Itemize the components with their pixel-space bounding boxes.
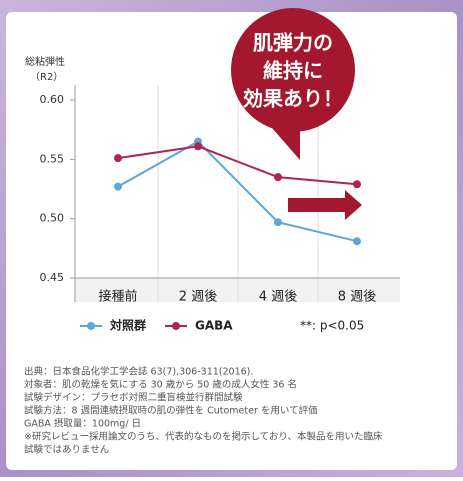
footnote: 対象者：肌の乾燥を気にする 30 歳から 50 歳の成人女性 36 名 — [24, 379, 297, 391]
y-tick-label: 0.45 — [40, 271, 65, 284]
footnote: 試験デザイン：プラセボ対照二重盲検並行群間試験 — [24, 392, 243, 404]
y-tick-label: 0.55 — [40, 152, 65, 165]
series-line — [117, 145, 358, 186]
significance-note: **: p<0.05 — [300, 319, 364, 333]
y-axis-label: 総粘弾性 — [25, 55, 65, 68]
callout-text: 肌弾力の — [253, 31, 333, 55]
data-point — [353, 180, 361, 189]
x-tick-label: 4 週後 — [259, 290, 297, 305]
x-tick-label: 8 週後 — [338, 290, 376, 305]
data-point — [114, 154, 122, 163]
y-axis-unit: （R2） — [30, 71, 63, 83]
y-tick-label: 0.50 — [40, 212, 65, 225]
data-point — [114, 182, 122, 191]
x-tick-label: 接種前 — [98, 289, 137, 305]
footnote: 試験ではありません — [24, 444, 109, 456]
series-line — [117, 140, 358, 243]
callout-bubble — [231, 8, 355, 132]
callout-tail — [272, 128, 300, 160]
footnote: 試験方法：8 週間連続摂取時の肌の弾性を Cutometer を用いて評価 — [24, 405, 318, 417]
legend-label: GABA — [195, 319, 233, 333]
footnote: ※研究レビュー採用論文のうち、代表的なものを掲示しており、本製品を用いた臨床 — [24, 431, 383, 443]
data-point — [274, 173, 282, 182]
callout-text: 効果あり！ — [243, 87, 343, 111]
callout-text: 維持に — [263, 59, 323, 83]
x-tick-label: 2 週後 — [179, 290, 217, 305]
legend-marker — [172, 322, 180, 330]
footnote: GABA 摂取量：100mg/ 日 — [24, 418, 141, 430]
data-point — [274, 218, 282, 227]
footnote: 出典：日本食品化学工学会誌 63(7),306-311(2016). — [24, 366, 253, 378]
legend-label: 対照群 — [109, 318, 146, 333]
y-tick-label: 0.60 — [40, 93, 65, 106]
data-point — [194, 142, 202, 151]
panel — [6, 12, 457, 470]
arrow — [288, 190, 362, 220]
data-point — [353, 237, 361, 246]
legend-marker — [87, 322, 95, 330]
